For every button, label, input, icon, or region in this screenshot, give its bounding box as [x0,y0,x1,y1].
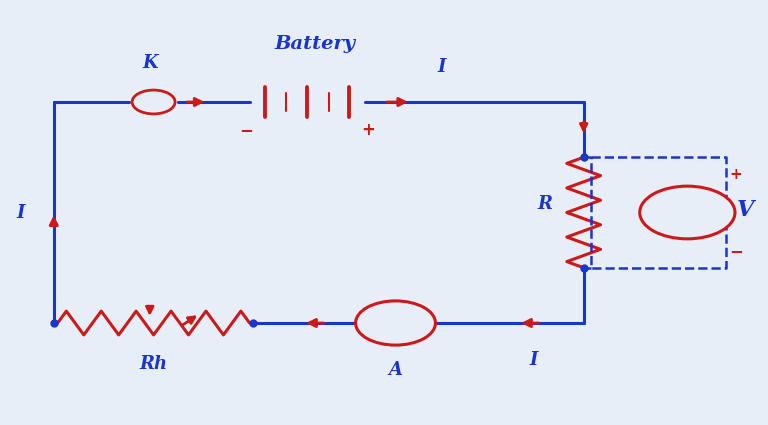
Text: K: K [142,54,157,72]
Text: I: I [16,204,25,221]
Text: −: − [239,121,253,139]
Text: Battery: Battery [274,35,356,53]
Circle shape [356,301,435,345]
Text: A: A [389,361,402,379]
Text: +: + [362,121,376,139]
Text: +: + [730,167,742,182]
Text: V: V [737,199,754,221]
Text: −: − [729,242,743,260]
Circle shape [640,186,735,239]
Text: I: I [438,59,445,76]
Text: R: R [538,195,553,213]
Text: Rh: Rh [140,355,167,373]
Text: I: I [530,351,538,368]
